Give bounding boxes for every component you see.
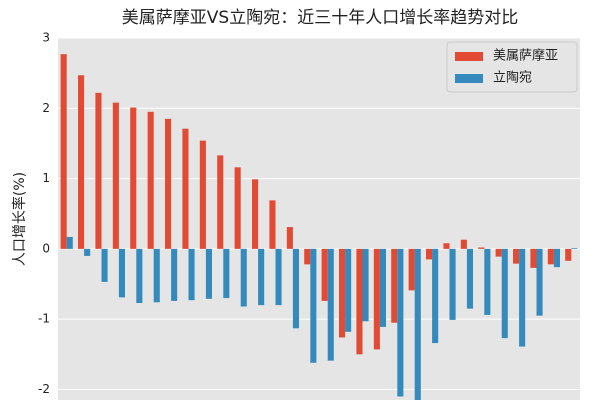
bar xyxy=(153,248,160,303)
bar xyxy=(118,248,125,298)
bar xyxy=(240,248,247,307)
bar xyxy=(252,179,259,249)
legend-swatch xyxy=(455,52,483,61)
bar xyxy=(321,248,328,301)
bar xyxy=(78,75,85,249)
bar xyxy=(269,200,276,249)
bar xyxy=(432,248,439,344)
bar xyxy=(112,102,119,249)
bar xyxy=(304,248,311,265)
bar xyxy=(130,107,137,249)
bar xyxy=(565,248,572,261)
bar xyxy=(530,248,537,268)
bar xyxy=(147,111,154,249)
bar xyxy=(495,248,502,257)
chart-title: 美属萨摩亚VS立陶宛：近三十年人口增长率趋势对比 xyxy=(122,8,518,28)
bar xyxy=(536,248,543,316)
bar xyxy=(443,243,450,249)
y-axis-label: 人口增长率(%) xyxy=(11,172,28,266)
bar xyxy=(66,236,73,249)
bar xyxy=(414,248,421,400)
bar xyxy=(199,140,206,249)
bar xyxy=(519,248,526,347)
bar xyxy=(553,248,560,268)
bar xyxy=(292,248,299,329)
bar xyxy=(478,247,485,249)
legend-swatch xyxy=(455,74,483,83)
bar xyxy=(275,248,282,306)
plot-background xyxy=(58,38,580,400)
bar xyxy=(501,248,508,339)
bar xyxy=(362,248,369,322)
y-tick-label: 3 xyxy=(42,31,50,45)
legend-label: 立陶宛 xyxy=(493,70,532,86)
y-tick-label: -2 xyxy=(38,382,50,396)
bar xyxy=(95,92,102,249)
bar xyxy=(327,248,334,361)
bar xyxy=(379,248,386,327)
bar xyxy=(339,248,346,338)
bar xyxy=(373,248,380,350)
bar xyxy=(484,248,491,315)
bar xyxy=(171,248,178,301)
bar xyxy=(460,239,467,249)
bar xyxy=(449,248,456,320)
bar xyxy=(258,248,265,306)
bar xyxy=(397,248,404,397)
bar xyxy=(217,155,224,249)
y-tick-label: 1 xyxy=(42,171,50,185)
bar xyxy=(571,248,578,249)
bar xyxy=(547,248,554,265)
y-tick-label: 2 xyxy=(42,101,50,115)
bar xyxy=(391,248,398,323)
bar xyxy=(205,248,212,299)
bar xyxy=(84,248,91,256)
bar xyxy=(60,54,67,249)
bar xyxy=(466,248,473,309)
bar xyxy=(408,248,415,291)
legend-label: 美属萨摩亚 xyxy=(493,48,558,64)
y-tick-label: 0 xyxy=(42,241,50,255)
bar xyxy=(136,248,143,303)
bar xyxy=(101,248,108,282)
y-tick-label: -1 xyxy=(38,312,50,326)
bar xyxy=(356,248,363,355)
bar xyxy=(513,248,520,264)
bar xyxy=(182,128,189,249)
bar xyxy=(223,248,230,299)
bar xyxy=(188,248,195,301)
bar xyxy=(310,248,317,363)
bar xyxy=(345,248,352,332)
bar xyxy=(426,248,433,260)
bar xyxy=(286,227,293,249)
bar xyxy=(234,167,241,249)
bar xyxy=(165,118,172,249)
